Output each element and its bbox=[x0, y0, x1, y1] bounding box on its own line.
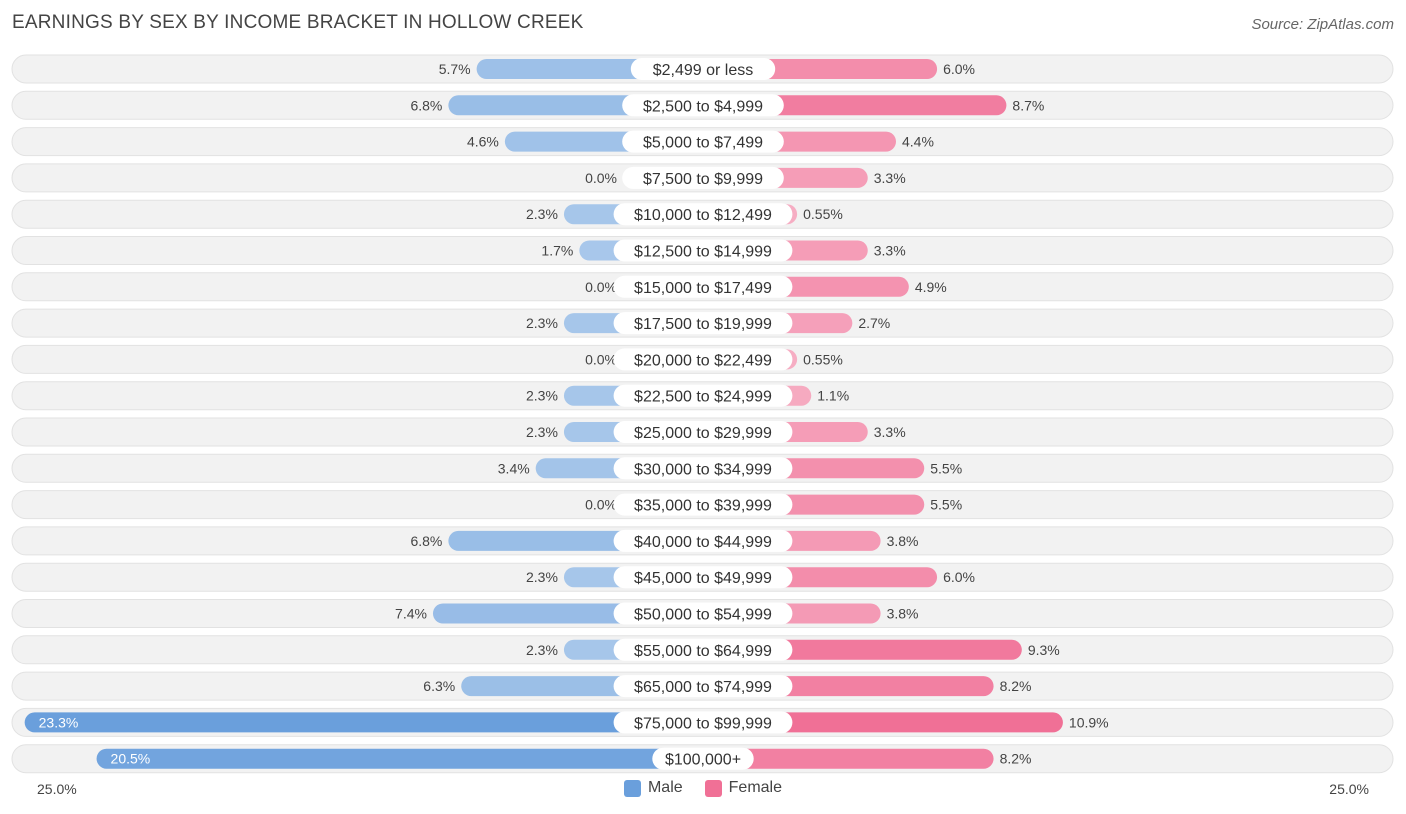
male-value-label: 5.7% bbox=[439, 61, 471, 77]
female-value-label: 3.8% bbox=[887, 533, 919, 549]
female-value-label: 8.7% bbox=[1012, 97, 1044, 113]
category-label: $45,000 to $49,999 bbox=[634, 570, 772, 587]
legend-item-male[interactable]: Male bbox=[623, 779, 683, 797]
female-value-label: 10.9% bbox=[1069, 714, 1109, 730]
female-value-label: 3.3% bbox=[874, 243, 906, 259]
female-bar bbox=[703, 712, 1063, 733]
category-label: $55,000 to $64,999 bbox=[634, 643, 772, 660]
male-value-label: 6.8% bbox=[410, 97, 442, 113]
male-bar bbox=[96, 748, 703, 769]
female-value-label: 4.9% bbox=[915, 279, 947, 295]
chart-source: Source: ZipAtlas.com bbox=[1251, 16, 1394, 33]
female-value-label: 8.2% bbox=[1000, 678, 1032, 694]
category-label: $30,000 to $34,999 bbox=[634, 461, 772, 478]
category-label-pill bbox=[613, 566, 793, 589]
male-value-label: 4.6% bbox=[467, 134, 499, 150]
category-label-pill bbox=[613, 493, 793, 516]
male-value-label: 0.0% bbox=[585, 351, 617, 367]
category-label-pill bbox=[652, 747, 754, 770]
category-label-pill bbox=[613, 602, 793, 625]
female-value-label: 3.3% bbox=[874, 170, 906, 186]
male-value-label: 7.4% bbox=[395, 606, 427, 622]
legend-label-female: Female bbox=[728, 779, 783, 796]
male-value-label: 0.0% bbox=[585, 170, 617, 186]
female-value-label: 4.4% bbox=[902, 134, 934, 150]
female-value-label: 6.0% bbox=[943, 61, 975, 77]
male-value-label: 2.3% bbox=[526, 206, 558, 222]
female-value-label: 2.7% bbox=[858, 315, 890, 331]
male-value-label: 3.4% bbox=[498, 460, 530, 476]
category-label: $25,000 to $29,999 bbox=[634, 425, 772, 442]
male-value-label: 1.7% bbox=[541, 243, 573, 259]
category-label: $10,000 to $12,499 bbox=[634, 207, 772, 224]
category-label-pill bbox=[613, 421, 793, 443]
category-label-pill bbox=[613, 529, 793, 552]
female-value-label: 0.55% bbox=[803, 351, 843, 367]
male-value-label: 6.3% bbox=[423, 678, 455, 694]
male-value-label: 20.5% bbox=[111, 751, 151, 767]
legend-item-female[interactable]: Female bbox=[704, 779, 783, 797]
female-value-label: 3.3% bbox=[874, 424, 906, 440]
legend-swatch-male bbox=[623, 779, 641, 797]
male-value-label: 2.3% bbox=[526, 315, 558, 331]
category-label: $50,000 to $54,999 bbox=[634, 607, 772, 624]
category-label: $12,500 to $14,999 bbox=[634, 244, 772, 261]
legend-swatch-female bbox=[704, 779, 722, 797]
category-label-pill bbox=[613, 239, 793, 262]
category-label-pill bbox=[613, 312, 793, 335]
female-value-label: 5.5% bbox=[930, 497, 962, 513]
category-label-pill bbox=[613, 348, 793, 371]
chart-svg: 5.7% 6.0% $2,499 or less 6.8% 8.7% $2,500 to … bbox=[11, 54, 1394, 774]
female-bar bbox=[703, 748, 994, 769]
female-value-label: 9.3% bbox=[1028, 642, 1060, 658]
male-value-label: 0.0% bbox=[585, 279, 617, 295]
category-label: $100,000+ bbox=[665, 752, 741, 769]
female-value-label: 5.5% bbox=[930, 460, 962, 476]
category-label-pill bbox=[613, 457, 793, 480]
x-axis-left-label: 25.0% bbox=[37, 781, 77, 797]
category-label: $5,000 to $7,499 bbox=[643, 135, 763, 152]
male-value-label: 2.3% bbox=[526, 569, 558, 585]
category-label: $7,500 to $9,999 bbox=[643, 171, 763, 188]
category-label-pill bbox=[622, 130, 784, 153]
female-value-label: 8.2% bbox=[1000, 751, 1032, 767]
male-value-label: 2.3% bbox=[526, 424, 558, 440]
male-value-label: 2.3% bbox=[526, 642, 558, 658]
male-value-label: 6.8% bbox=[410, 533, 442, 549]
legend-label-male: Male bbox=[647, 779, 683, 796]
female-value-label: 3.8% bbox=[887, 606, 919, 622]
male-bar bbox=[24, 712, 703, 733]
category-label-pill bbox=[613, 275, 793, 298]
category-label: $35,000 to $39,999 bbox=[634, 498, 772, 515]
category-label-pill bbox=[613, 203, 793, 226]
category-label: $20,000 to $22,499 bbox=[634, 352, 772, 369]
category-label: $2,500 to $4,999 bbox=[643, 98, 763, 115]
category-label: $75,000 to $99,999 bbox=[634, 715, 772, 732]
category-label-pill bbox=[613, 675, 793, 698]
category-label-pill bbox=[613, 638, 793, 661]
female-value-label: 0.55% bbox=[803, 206, 843, 222]
legend: Male Female bbox=[0, 779, 1406, 797]
category-label-pill bbox=[622, 166, 784, 189]
x-axis-right-label: 25.0% bbox=[1329, 781, 1369, 797]
category-label: $17,500 to $19,999 bbox=[634, 316, 772, 333]
category-label: $40,000 to $44,999 bbox=[634, 534, 772, 551]
category-label: $65,000 to $74,999 bbox=[634, 679, 772, 696]
category-label: $22,500 to $24,999 bbox=[634, 389, 772, 406]
female-value-label: 1.1% bbox=[817, 388, 849, 404]
category-label-pill bbox=[613, 711, 793, 734]
male-value-label: 0.0% bbox=[585, 497, 617, 513]
category-label-pill bbox=[630, 58, 776, 80]
category-label-pill bbox=[613, 384, 793, 407]
category-label-pill bbox=[622, 94, 784, 117]
female-value-label: 6.0% bbox=[943, 569, 975, 585]
chart-title: EARNINGS BY SEX BY INCOME BRACKET IN HOL… bbox=[12, 12, 584, 33]
male-value-label: 2.3% bbox=[526, 388, 558, 404]
male-value-label: 23.3% bbox=[39, 714, 79, 730]
category-label: $2,499 or less bbox=[653, 62, 754, 79]
category-label: $15,000 to $17,499 bbox=[634, 280, 772, 297]
